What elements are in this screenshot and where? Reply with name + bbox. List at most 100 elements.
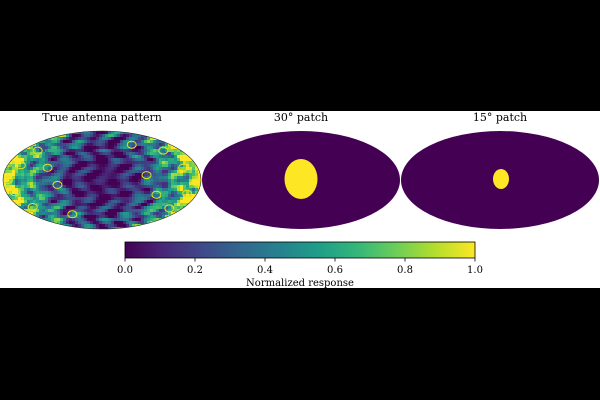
pattern-cell [168, 194, 172, 198]
pattern-cell [123, 146, 127, 150]
pattern-cell [66, 170, 70, 174]
pattern-cell [186, 182, 190, 186]
pattern-cell [126, 212, 130, 216]
pattern-cell [75, 188, 79, 192]
pattern-cell [105, 203, 109, 207]
pattern-cell [141, 137, 145, 141]
pattern-cell [99, 215, 103, 219]
pattern-cell [39, 170, 43, 174]
pattern-cell [138, 134, 142, 138]
pattern-cell [12, 197, 16, 201]
pattern-cell [78, 197, 82, 201]
pattern-cell [57, 212, 61, 216]
pattern-cell [174, 200, 178, 204]
pattern-cell [117, 215, 121, 219]
pattern-cell [45, 194, 49, 198]
pattern-cell [63, 191, 67, 195]
pattern-cell [9, 182, 13, 186]
pattern-cell [123, 134, 127, 138]
pattern-cell [126, 185, 130, 189]
pattern-cell [135, 185, 139, 189]
pattern-cell [156, 155, 160, 159]
pattern-cell [195, 176, 199, 180]
pattern-cell [165, 194, 169, 198]
pattern-cell [138, 158, 142, 162]
pattern-cell [108, 221, 112, 225]
pattern-cell [114, 182, 118, 186]
pattern-cell [51, 152, 55, 156]
pattern-cell [105, 209, 109, 213]
pattern-cell [60, 212, 64, 216]
pattern-cell [153, 140, 157, 144]
pattern-cell [135, 158, 139, 162]
pattern-cell [24, 170, 28, 174]
pattern-cell [105, 131, 109, 135]
pattern-cell [159, 155, 163, 159]
pattern-cell [27, 146, 31, 150]
pattern-cell [165, 212, 169, 216]
pattern-cell [75, 185, 79, 189]
pattern-cell [120, 143, 124, 147]
pattern-cell [192, 188, 196, 192]
pattern-cell [141, 164, 145, 168]
pattern-cell [117, 179, 121, 183]
pattern-cell [150, 176, 154, 180]
pattern-cell [126, 194, 130, 198]
pattern-cell [189, 182, 193, 186]
pattern-cell [84, 209, 88, 213]
pattern-cell [81, 185, 85, 189]
pattern-cell [51, 194, 55, 198]
pattern-cell [96, 206, 100, 210]
pattern-cell [129, 212, 133, 216]
pattern-cell [117, 140, 121, 144]
pattern-cell [189, 191, 193, 195]
pattern-cell [48, 215, 52, 219]
pattern-cell [129, 224, 133, 228]
pattern-cell [84, 215, 88, 219]
pattern-cell [150, 191, 154, 195]
pattern-cell [60, 152, 64, 156]
pattern-cell [96, 176, 100, 180]
pattern-cell [171, 215, 175, 219]
pattern-cell [99, 197, 103, 201]
pattern-cell [117, 188, 121, 192]
pattern-cell [87, 158, 91, 162]
pattern-cell [144, 197, 148, 201]
pattern-cell [45, 206, 49, 210]
pattern-cell [135, 218, 139, 222]
pattern-cell [87, 140, 91, 144]
pattern-cell [174, 149, 178, 153]
pattern-cell [114, 134, 118, 138]
pattern-cell [15, 173, 19, 177]
pattern-cell [60, 137, 64, 141]
pattern-cell [189, 179, 193, 183]
pattern-cell [84, 218, 88, 222]
pattern-cell [60, 194, 64, 198]
pattern-cell [174, 188, 178, 192]
pattern-cell [135, 149, 139, 153]
pattern-cell [84, 155, 88, 159]
pattern-cell [66, 137, 70, 141]
pattern-cell [21, 191, 25, 195]
pattern-cell [114, 194, 118, 198]
pattern-cell [78, 185, 82, 189]
pattern-cell [114, 221, 118, 225]
pattern-cell [72, 215, 76, 219]
pattern-cell [51, 167, 55, 171]
pattern-cell [75, 206, 79, 210]
pattern-cell [51, 179, 55, 183]
pattern-cell [132, 188, 136, 192]
pattern-cell [87, 173, 91, 177]
pattern-cell [168, 143, 172, 147]
pattern-cell [81, 212, 85, 216]
pattern-cell [141, 152, 145, 156]
pattern-cell [123, 149, 127, 153]
pattern-cell [21, 152, 25, 156]
pattern-cell [165, 164, 169, 168]
pattern-cell [33, 179, 37, 183]
pattern-cell [177, 212, 181, 216]
pattern-cell [195, 188, 199, 192]
pattern-cell [138, 182, 142, 186]
pattern-cell [144, 203, 148, 207]
pattern-cell [45, 158, 49, 162]
